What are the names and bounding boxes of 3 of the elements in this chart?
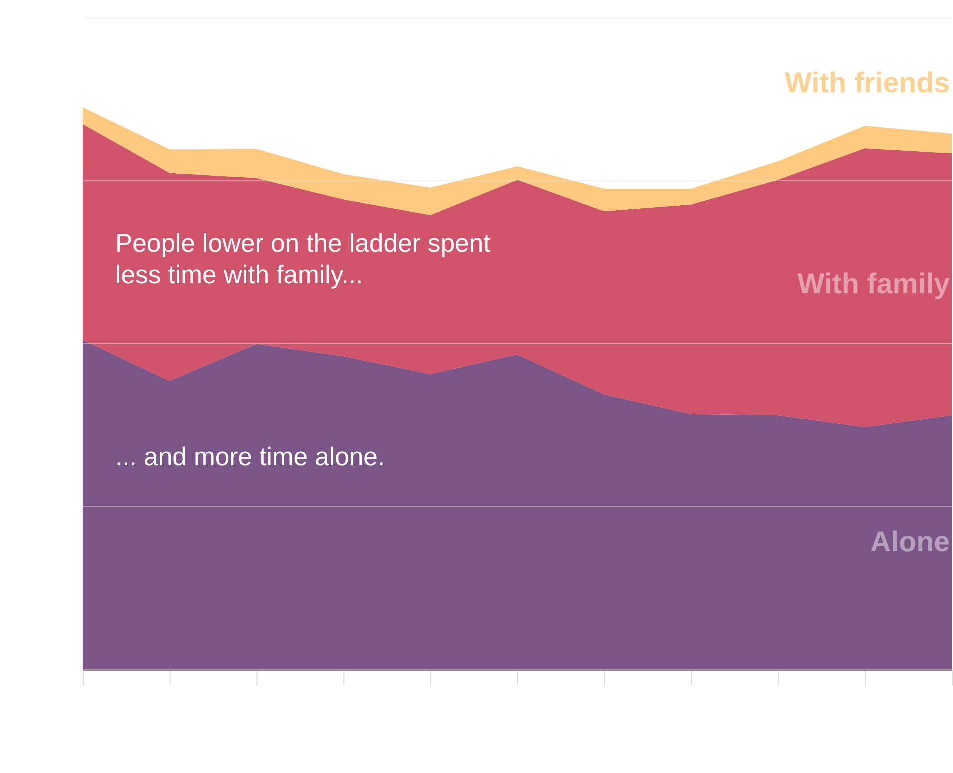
annotation: People lower on the ladder spent less time with family... [116,230,491,290]
series-label: With friends [784,67,950,100]
series-label: With family [798,268,950,300]
